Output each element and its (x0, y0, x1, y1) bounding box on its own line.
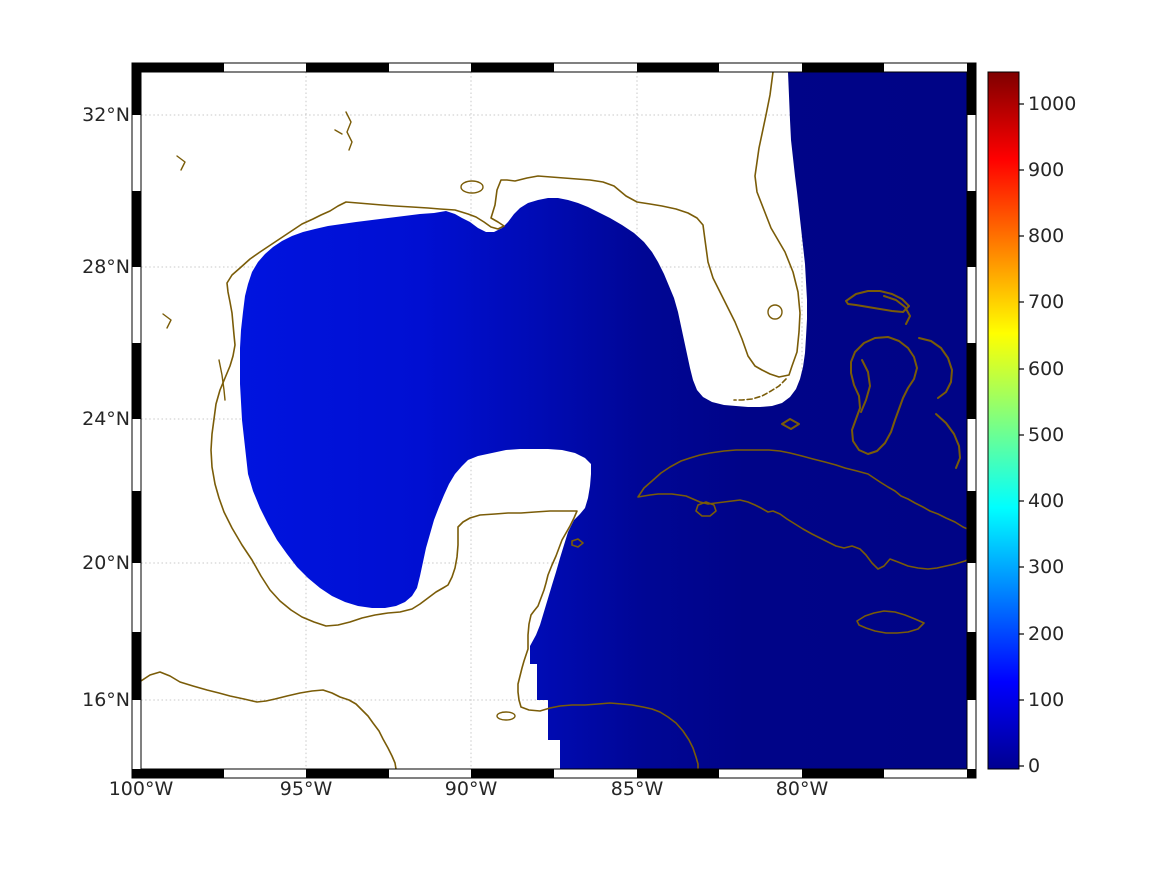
x-tick-label-80w: 80°W (775, 778, 829, 800)
colorbar-label-400: 400 (1028, 490, 1065, 512)
coastline-north-america (210, 72, 801, 769)
coastline-isla-juventud (695, 501, 717, 517)
y-tick-label-24n: 24°N (82, 408, 130, 430)
map-frame (131, 62, 977, 779)
y-tick-label-32n: 32°N (82, 104, 130, 126)
florida-keys-islands (733, 378, 787, 401)
x-tick-label-90w: 90°W (444, 778, 498, 800)
lake-pontchartrain (460, 180, 484, 194)
y-tick-label-28n: 28°N (82, 256, 130, 278)
colorbar-label-700: 700 (1028, 291, 1065, 313)
coastlines (141, 72, 967, 769)
colorbar-label-200: 200 (1028, 623, 1065, 645)
coastline-cozumel (571, 538, 584, 548)
colorbar-ticks (1019, 103, 1024, 767)
colorbar-label-600: 600 (1028, 358, 1065, 380)
bahamas-banks (781, 290, 961, 469)
x-tick-label-95w: 95°W (279, 778, 333, 800)
lake-izabal (496, 711, 516, 721)
x-tick-label-100w: 100°W (108, 778, 174, 800)
x-tick-label-85w: 85°W (610, 778, 664, 800)
y-tick-label-20n: 20°N (82, 552, 130, 574)
coastline-jamaica (856, 610, 925, 634)
colorbar-label-500: 500 (1028, 424, 1065, 446)
colorbar-label-300: 300 (1028, 556, 1065, 578)
colorbar (987, 71, 1024, 770)
colorbar-label-800: 800 (1028, 225, 1065, 247)
colorbar-gradient (987, 71, 1020, 770)
inland-lakes (162, 111, 783, 721)
colorbar-label-0: 0 (1028, 755, 1041, 777)
colorbar-label-900: 900 (1028, 159, 1065, 181)
colorbar-label-1000: 1000 (1028, 93, 1077, 115)
coastline-pacific-mexico (141, 671, 397, 769)
y-tick-label-16n: 16°N (82, 689, 130, 711)
coastline-cuba (637, 449, 967, 570)
lake-okeechobee (767, 304, 783, 320)
colorbar-label-100: 100 (1028, 689, 1065, 711)
ocean-data-layer (240, 72, 967, 769)
